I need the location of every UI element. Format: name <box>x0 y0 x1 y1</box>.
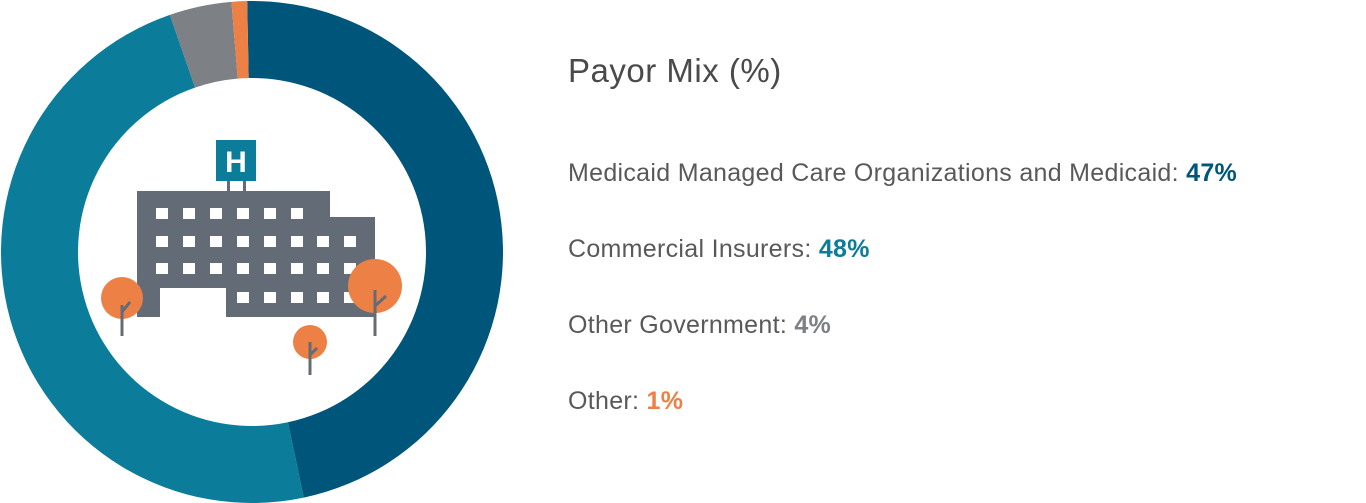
legend-value: 48% <box>818 235 870 263</box>
legend-item-other-government: Other Government: 4% <box>568 311 832 339</box>
legend-item-medicaid: Medicaid Managed Care Organizations and … <box>568 159 1238 187</box>
slice-medicaid <box>247 0 504 498</box>
slice-other <box>231 1 249 79</box>
donut-slices <box>1 0 504 503</box>
svg-text:H: H <box>225 146 247 179</box>
legend-label: Commercial Insurers <box>568 235 805 263</box>
tree-icon <box>293 325 327 375</box>
chart-title: Payor Mix (%) <box>568 52 782 89</box>
legend-value: 1% <box>646 387 684 415</box>
legend-value: 4% <box>794 311 832 339</box>
slice-other-government <box>169 1 238 88</box>
legend-value: 47% <box>1186 159 1238 187</box>
legend-item-commercial: Commercial Insurers: 48% <box>568 235 870 263</box>
legend-label: Other Government <box>568 311 780 339</box>
tree-icon <box>348 259 402 336</box>
payor-mix-donut-chart: H <box>1 0 504 503</box>
legend-label: Other <box>568 387 633 415</box>
slice-commercial <box>1 14 304 503</box>
legend-item-other: Other: 1% <box>568 387 684 415</box>
legend-label: Medicaid Managed Care Organizations and … <box>568 159 1172 187</box>
tree-icon <box>101 277 143 336</box>
hospital-building-icon: H <box>137 140 375 318</box>
